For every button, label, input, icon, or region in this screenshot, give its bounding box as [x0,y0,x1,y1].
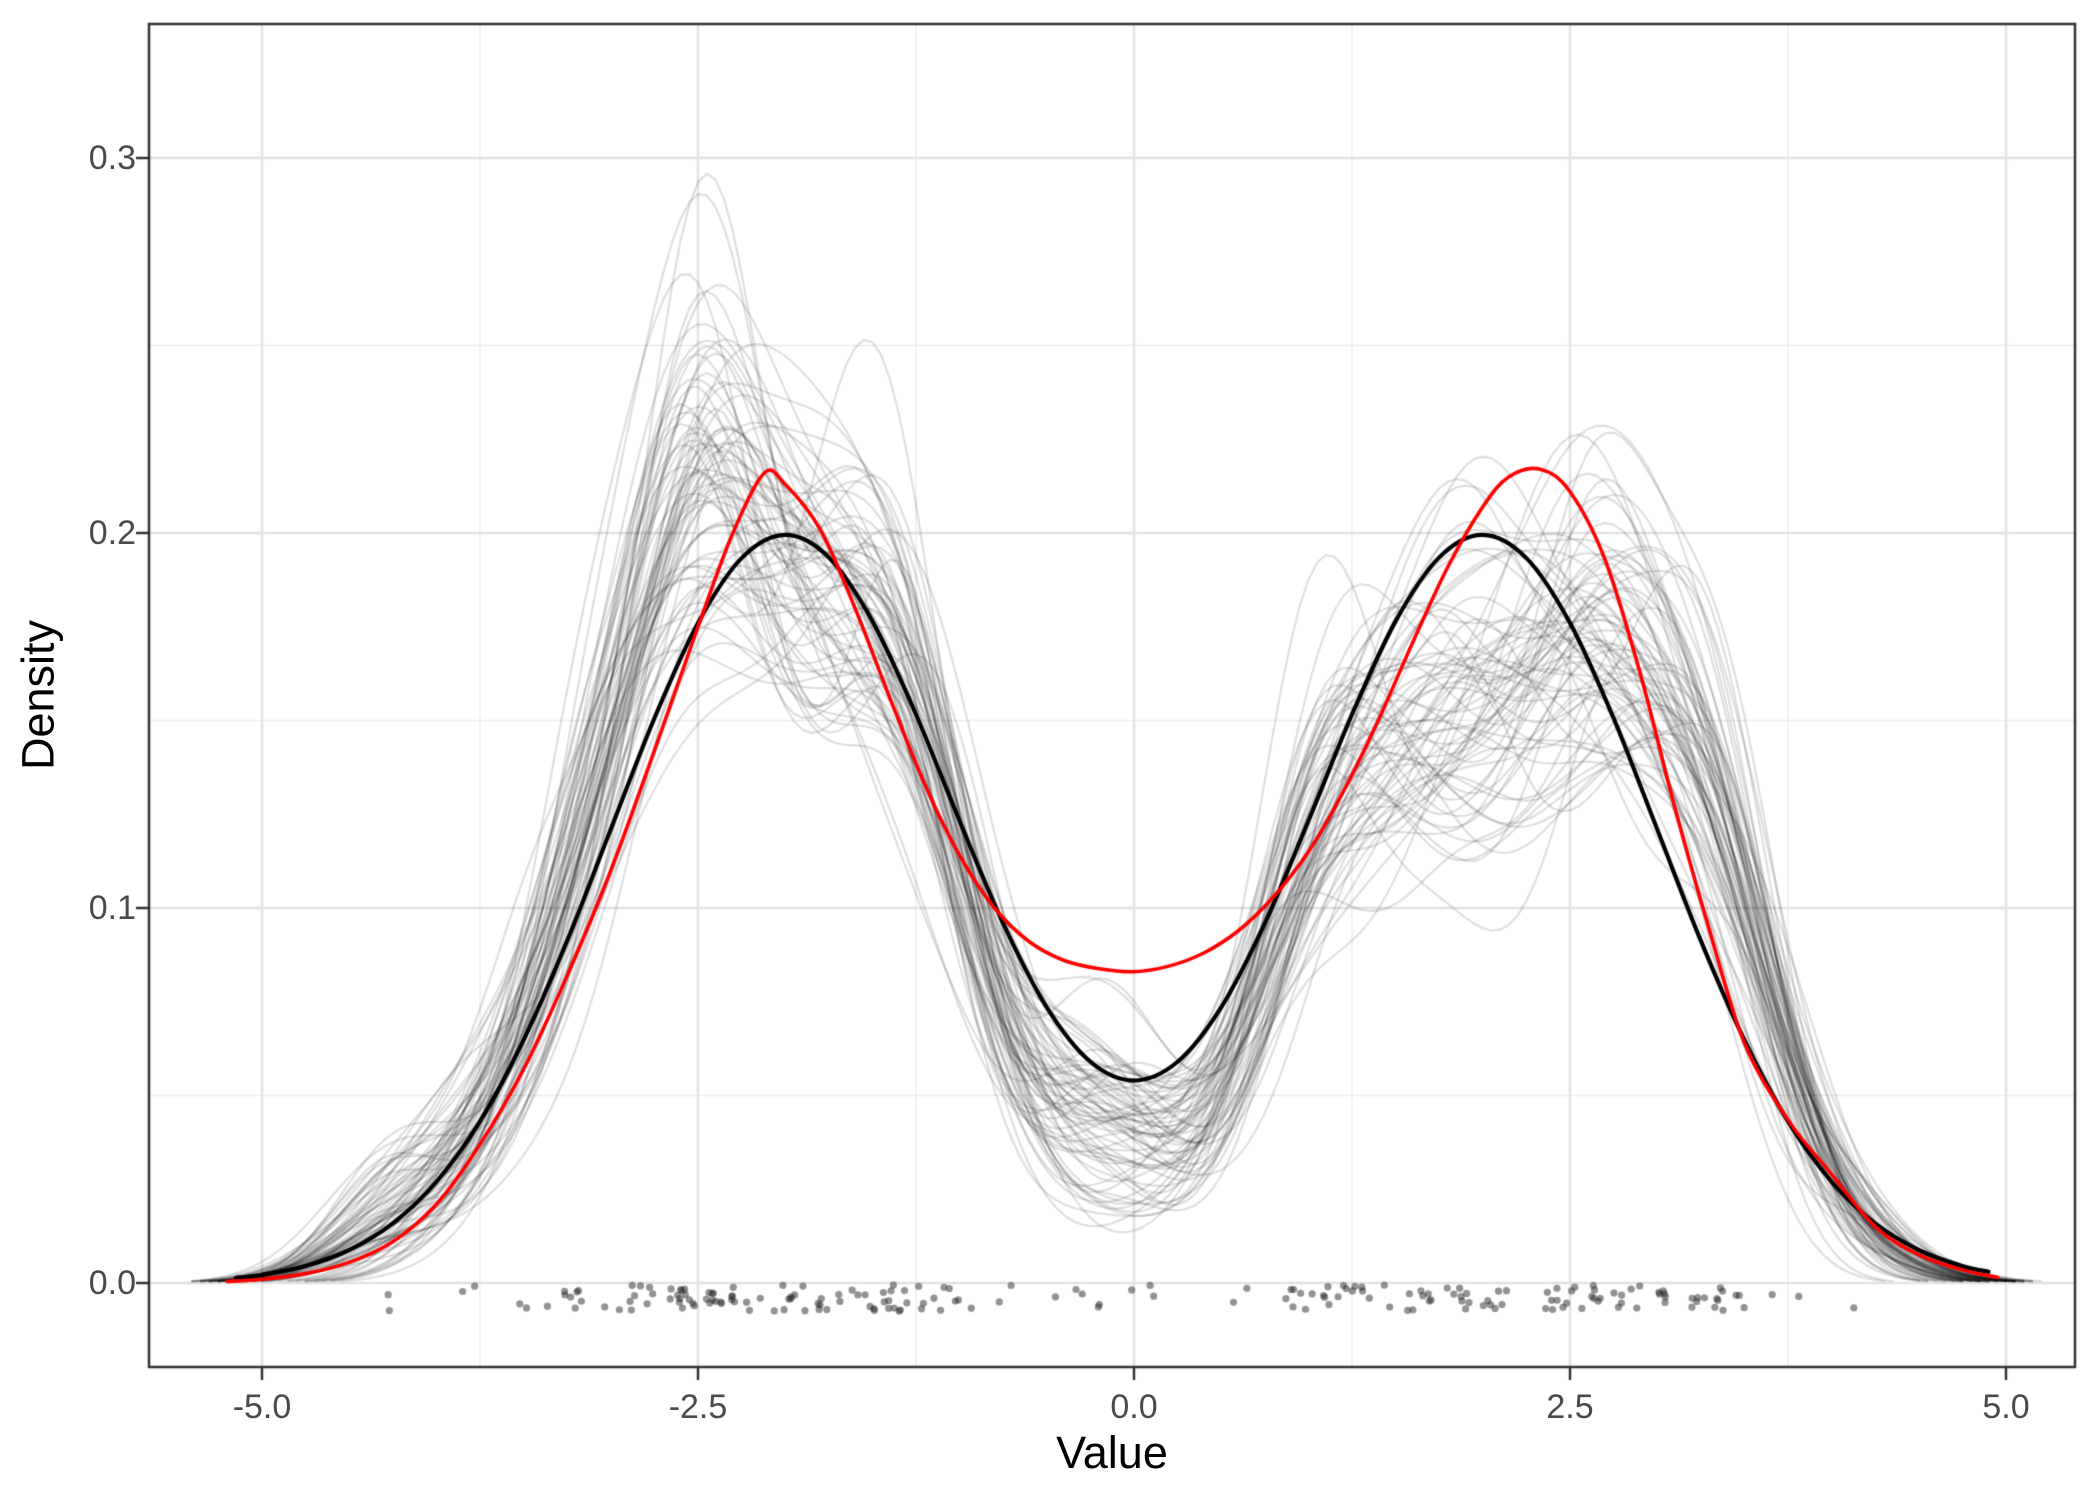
y-tick-label-0p1: 0.1 [88,889,136,927]
x-tick-label-neg2p5: -2.5 [668,1388,728,1426]
y-axis-title: Density [12,619,64,771]
y-tick-label-0: 0.0 [88,1264,136,1302]
x-tick-label-5: 5.0 [1982,1388,2030,1426]
x-axis-title: Value [1056,1427,1168,1478]
x-tick-label-0: 0.0 [1110,1388,1158,1426]
y-tick-label-0p2: 0.2 [88,514,136,552]
x-tick-label-2p5: 2.5 [1546,1388,1594,1426]
x-tick-label-neg5: -5.0 [232,1388,292,1426]
y-tick-label-0p3: 0.3 [88,139,136,177]
